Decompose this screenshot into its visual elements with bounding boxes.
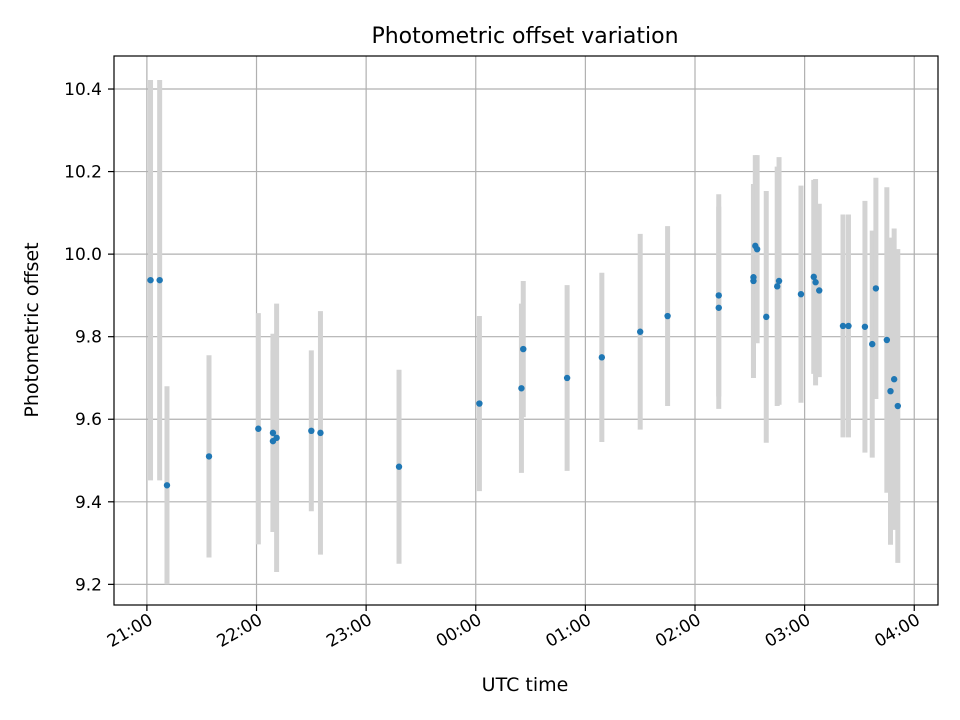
data-point [636, 328, 644, 335]
error-bars [148, 79, 901, 585]
plot-frame [113, 55, 939, 606]
data-point [147, 276, 154, 284]
data-point [317, 429, 324, 437]
data-point [520, 345, 527, 353]
data-point [839, 322, 847, 330]
data-point [269, 429, 277, 437]
x-tick-label: 03:00 [762, 610, 814, 652]
data-point [753, 245, 761, 253]
data-point [476, 400, 483, 407]
data-point [883, 336, 891, 344]
y-tick-label: 9.6 [75, 410, 102, 430]
data-point [816, 287, 823, 294]
y-tick-label: 9.2 [75, 575, 102, 595]
data-point [887, 387, 894, 395]
data-point [890, 376, 898, 383]
data-point [872, 285, 880, 292]
y-axis-label: Photometric offset [21, 242, 43, 417]
data-point [395, 463, 403, 470]
ticks: 21:00 22:00 23:00 00:00 01:00 02:00 03:00 04:00… [64, 80, 924, 652]
x-tick-label: 01:00 [542, 610, 594, 652]
data-point [750, 274, 757, 281]
data-point [598, 354, 606, 361]
data-point [308, 427, 315, 435]
data-markers [147, 242, 902, 489]
data-point [715, 304, 722, 311]
data-point [894, 402, 902, 410]
data-point [205, 453, 213, 460]
x-tick-label: 22:00 [214, 610, 266, 652]
chart-title: Photometric offset variation [371, 24, 678, 49]
data-point [810, 273, 817, 281]
data-point [812, 279, 819, 286]
data-point [845, 322, 852, 330]
data-point [869, 340, 876, 348]
y-tick-label: 9.4 [75, 493, 102, 513]
data-point [156, 276, 163, 284]
y-tick-label: 10.4 [64, 80, 102, 100]
data-point [774, 283, 781, 290]
data-point [715, 292, 722, 299]
y-tick-label: 10.0 [64, 245, 102, 265]
y-tick-label: 10.2 [64, 163, 102, 183]
data-point [861, 323, 869, 330]
x-tick-label: 02:00 [652, 610, 704, 652]
x-tick-label: 00:00 [433, 610, 485, 652]
data-point [163, 482, 171, 489]
x-tick-label: 21:00 [104, 610, 156, 652]
x-axis-label: UTC time [482, 674, 569, 696]
data-point [797, 290, 805, 298]
y-tick-label: 9.8 [75, 328, 102, 348]
data-point [273, 434, 280, 442]
x-tick-label: 23:00 [323, 610, 375, 652]
data-point [775, 277, 783, 285]
data-point [255, 425, 262, 432]
x-tick-label: 04:00 [871, 610, 923, 652]
data-point [518, 385, 525, 392]
data-point [763, 313, 770, 321]
data-point [664, 312, 671, 320]
data-point [563, 374, 571, 382]
